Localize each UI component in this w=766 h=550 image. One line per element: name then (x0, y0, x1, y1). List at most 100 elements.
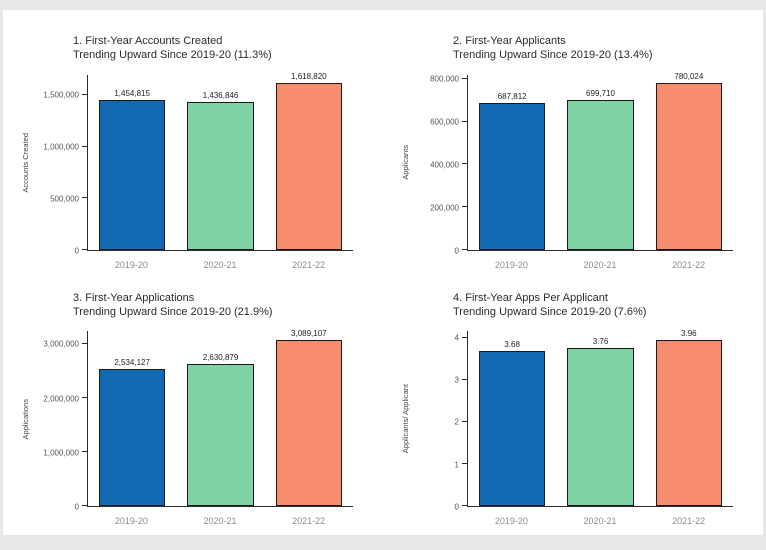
x-tick-label: 2021-22 (672, 516, 706, 526)
bar-2021-22: 3,089,107 (275, 329, 342, 506)
x-tick-label: 2019-20 (494, 516, 528, 526)
bar-value-label: 1,436,846 (202, 90, 239, 100)
y-tick-mark (462, 77, 467, 79)
chart-title-block: 1. First-Year Accounts Created Trending … (17, 34, 363, 63)
x-axis-labels: 2019-20 2020-21 2021-22 (87, 509, 353, 531)
chart-subtitle: Trending Upward Since 2019-20 (11.3%) (73, 49, 272, 62)
y-tick-label: 400,000 (430, 160, 459, 170)
bar-value-label: 1,618,820 (291, 71, 327, 81)
y-tick-mark (462, 336, 467, 338)
chart-body: Applicants 0 200,000 400,000 600,000 800,000… (397, 65, 743, 275)
bar-2021-22: 780,024 (655, 72, 722, 250)
bar-2020-21: 2,630,879 (187, 353, 254, 506)
chart-accounts-created: 1. First-Year Accounts Created Trending … (17, 34, 363, 275)
y-tick-mark (82, 343, 87, 345)
plot-area: 2,534,127 2,630,879 3,089,107 (82, 329, 353, 507)
y-tick-label: 4 (454, 333, 459, 343)
bar-2021-22: 1,618,820 (275, 72, 342, 250)
y-tick-mark (462, 120, 467, 122)
bar-value-label: 687,812 (497, 91, 527, 101)
bar-value-label: 3,089,107 (291, 328, 327, 338)
plot-area: 1,454,815 1,436,846 1,618,820 (82, 72, 353, 251)
x-tick-label: 2020-21 (203, 516, 237, 526)
chart-applicants: 2. First-Year Applicants Trending Upward… (397, 34, 743, 275)
bar-value-label: 2,630,879 (202, 353, 239, 363)
bar-2019-20: 687,812 (479, 92, 546, 250)
y-tick-label: 500,000 (50, 194, 79, 204)
y-tick-mark (82, 94, 87, 96)
y-tick-mark (82, 397, 87, 399)
bar-2019-20: 1,454,815 (99, 89, 166, 250)
chart-applications: 3. First-Year Applications Trending Upwa… (17, 291, 363, 532)
y-axis-ticks: 0 1 2 3 4 (411, 331, 466, 511)
x-tick-label: 2020-21 (583, 516, 617, 526)
y-tick-label: 2,000,000 (43, 394, 79, 404)
x-axis-labels: 2019-20 2020-21 2021-22 (87, 253, 353, 275)
bar-2019-20: 2,534,127 (99, 358, 166, 506)
y-axis-ticks: 0 200,000 400,000 600,000 800,000 (411, 74, 466, 255)
bar-value-label: 3.68 (504, 340, 520, 350)
y-tick-label: 1,000,000 (43, 448, 79, 458)
x-tick-label: 2021-22 (292, 516, 326, 526)
bar-value-label: 3.96 (681, 328, 697, 338)
chart-body: Accounts Created 0 500,000 1,000,000 1,500,… (17, 65, 363, 275)
y-tick-label: 3 (454, 375, 459, 385)
chart-apps-per-applicant: 4. First-Year Apps Per Applicant Trendin… (397, 291, 743, 532)
chart-title: 2. First-Year Applicants (453, 35, 566, 47)
y-tick-label: 800,000 (430, 74, 459, 84)
plot-area: 687,812 699,710 780,024 (462, 72, 733, 251)
x-tick-label: 2020-21 (583, 259, 617, 270)
chart-body: Applications 0 1,000,000 2,000,000 3,000,00… (17, 321, 363, 531)
y-tick-mark (462, 163, 467, 165)
chart-title: 4. First-Year Apps Per Applicant (453, 291, 608, 304)
chart-title-block: 2. First-Year Applicants Trending Upward… (397, 34, 743, 63)
y-tick-mark (462, 462, 467, 464)
bar-value-label: 699,710 (586, 89, 615, 99)
chart-grid: 1. First-Year Accounts Created Trending … (3, 10, 763, 535)
chart-title-block: 3. First-Year Applications Trending Upwa… (17, 291, 363, 320)
y-tick-label: 0 (454, 246, 459, 255)
x-axis-labels: 2019-20 2020-21 2021-22 (467, 253, 733, 275)
y-axis-title-text: Applicants/ Applicant (400, 384, 410, 454)
bar-2021-22: 3.96 (655, 329, 722, 506)
dashboard: 1. First-Year Accounts Created Trending … (3, 10, 763, 535)
y-axis-ticks: 0 500,000 1,000,000 1,500,000 (31, 75, 86, 255)
bar-2020-21: 699,710 (567, 89, 634, 250)
chart-body: Applicants/ Applicant 0 1 2 3 4 3.68 3.76 3.96… (397, 321, 743, 531)
chart-title-block: 4. First-Year Apps Per Applicant Trendin… (397, 291, 743, 320)
y-tick-mark (462, 248, 467, 250)
y-tick-mark (462, 378, 467, 380)
bar-2020-21: 3.76 (567, 337, 634, 506)
chart-title: 3. First-Year Applications (73, 291, 195, 304)
bar-value-label: 3.76 (592, 336, 609, 346)
chart-subtitle: Trending Upward Since 2019-20 (21.9%) (73, 305, 273, 318)
x-tick-label: 2019-20 (114, 259, 148, 270)
x-tick-label: 2019-20 (114, 516, 148, 526)
bar-value-label: 1,454,815 (114, 88, 150, 98)
bar-value-label: 2,534,127 (114, 358, 150, 368)
chart-subtitle: Trending Upward Since 2019-20 (7.6%) (453, 305, 647, 318)
y-tick-label: 0 (74, 246, 79, 255)
y-tick-label: 1,000,000 (43, 142, 79, 152)
y-axis-title-text: Accounts Created (20, 132, 30, 193)
bar-2020-21: 1,436,846 (187, 91, 254, 250)
y-tick-mark (82, 145, 87, 147)
y-tick-label: 0 (74, 502, 79, 512)
y-tick-label: 3,000,000 (43, 339, 79, 349)
x-tick-label: 2020-21 (203, 259, 237, 270)
y-tick-label: 200,000 (430, 203, 459, 213)
bar-value-label: 780,024 (674, 72, 704, 82)
x-tick-label: 2021-22 (672, 259, 706, 270)
chart-title: 1. First-Year Accounts Created (73, 35, 223, 47)
y-tick-label: 0 (454, 502, 459, 512)
x-tick-label: 2019-20 (494, 259, 528, 270)
x-axis-labels: 2019-20 2020-21 2021-22 (467, 509, 733, 531)
y-axis-title-text: Applicants (400, 145, 410, 180)
y-tick-mark (462, 505, 467, 506)
y-tick-label: 2 (454, 417, 459, 427)
y-tick-mark (82, 197, 87, 199)
chart-subtitle: Trending Upward Since 2019-20 (13.4%) (453, 49, 653, 62)
y-tick-label: 1,500,000 (43, 90, 79, 100)
bar-2019-20: 3.68 (479, 340, 546, 506)
y-tick-mark (82, 248, 87, 250)
